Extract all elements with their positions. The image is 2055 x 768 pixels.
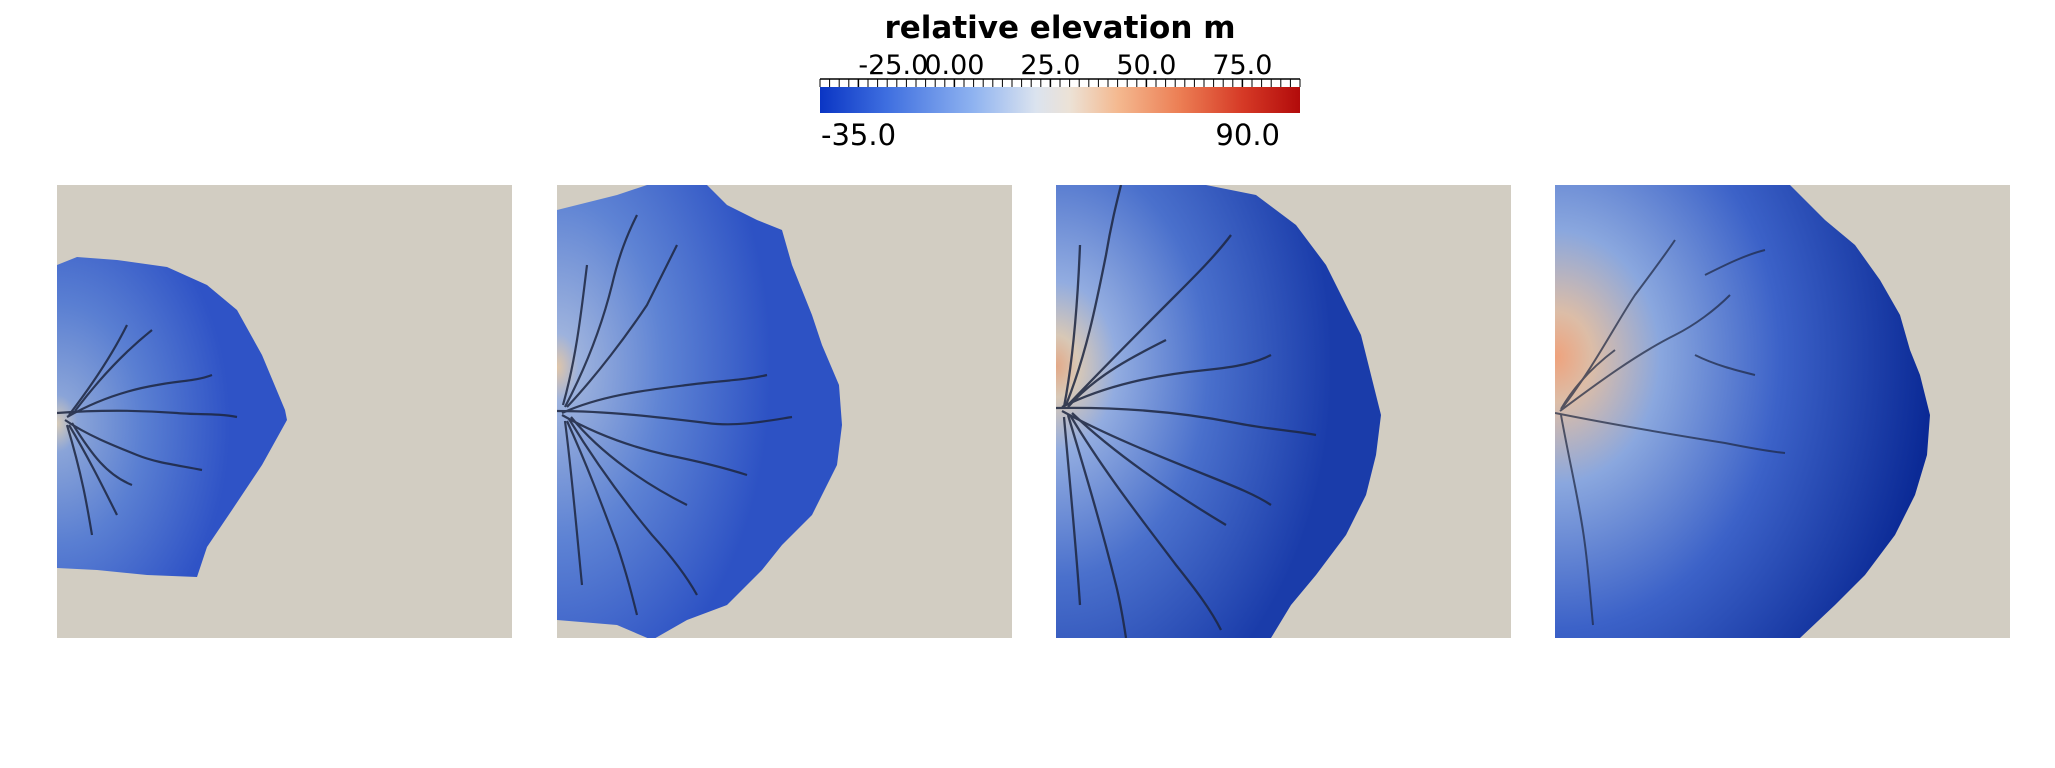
fan-map-1 (57, 185, 512, 638)
color-legend: relative elevation m -25.0 0.00 25.0 50.0 75… (800, 0, 1320, 152)
legend-tick-label: 25.0 (1020, 50, 1080, 81)
elevation-panel-4 (1555, 185, 2010, 638)
elevation-panel-2 (557, 185, 1012, 638)
fan-deposit (1555, 185, 1930, 638)
channel-network (57, 324, 238, 536)
fan-map-2 (557, 185, 1012, 638)
fan-map-4 (1555, 185, 2010, 638)
elevation-panel-1 (57, 185, 512, 638)
legend-tick-axis: -25.00.00 25.0 50.0 75.0 (819, 50, 1301, 92)
legend-title: relative elevation m (884, 10, 1236, 46)
range-min-label: -35.0 (821, 118, 897, 152)
fan-deposit (557, 185, 842, 638)
channel-network (1056, 185, 1317, 638)
fan-deposit (57, 257, 287, 577)
channel-network (1555, 239, 1786, 626)
channel-network (557, 214, 793, 616)
legend-tick-label: -25.0 (858, 50, 928, 81)
legend-tick-label: 75.0 (1212, 50, 1272, 81)
range-max-label: 90.0 (1215, 118, 1280, 152)
legend-tick-label: 0.00 (924, 50, 984, 81)
legend-tick-label: 50.0 (1116, 50, 1176, 81)
fan-map-3 (1056, 185, 1511, 638)
elevation-panel-3 (1056, 185, 1511, 638)
fan-deposit (1056, 185, 1381, 638)
colorbar (820, 87, 1300, 113)
